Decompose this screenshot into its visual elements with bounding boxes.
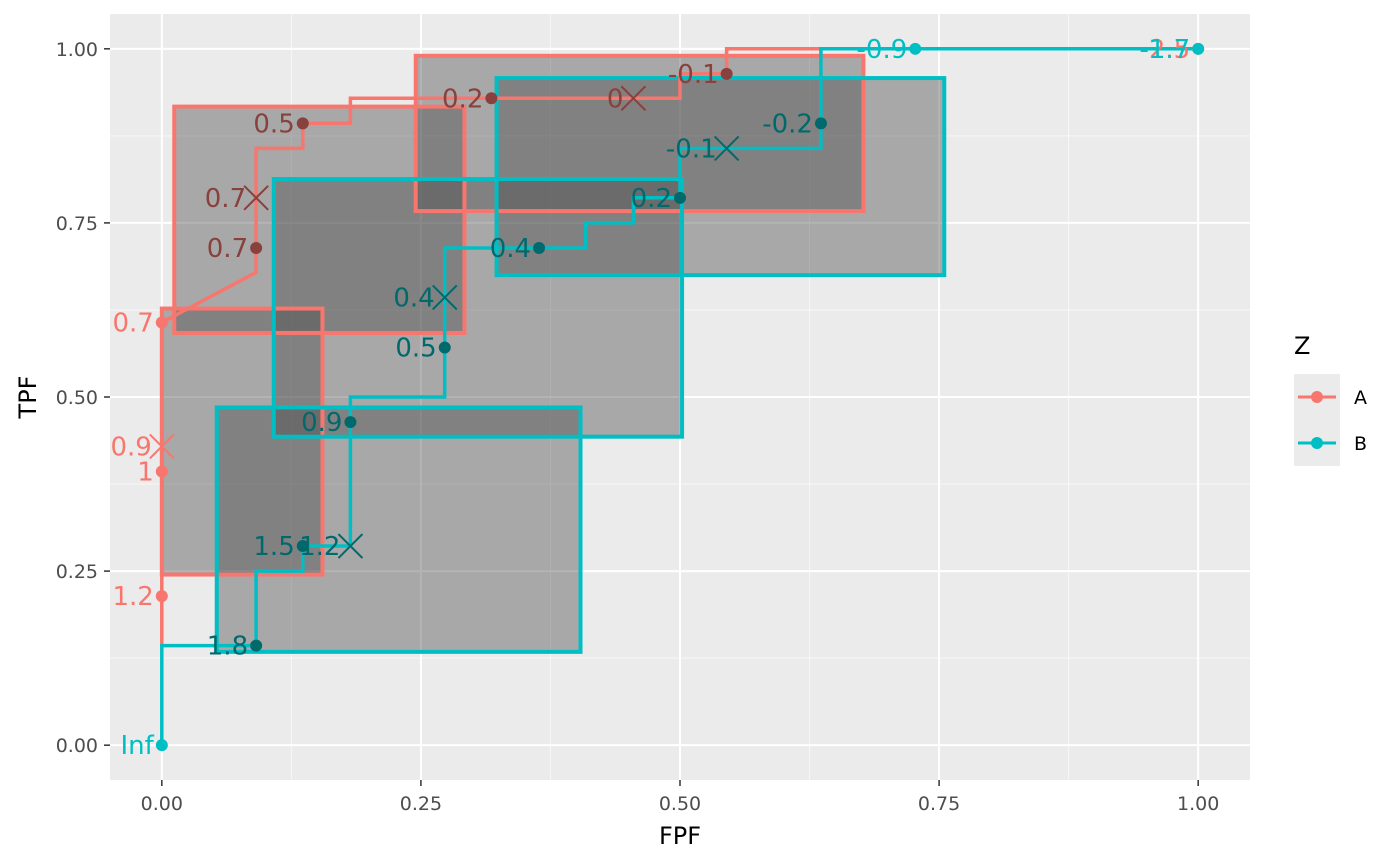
roc-cross-a bbox=[149, 433, 175, 460]
roc-point-a bbox=[155, 465, 168, 478]
point-label-b: 1.5 bbox=[253, 532, 294, 562]
x-axis-title: FPF bbox=[659, 822, 701, 850]
y-tick-label: 0.75 bbox=[56, 213, 98, 235]
point-label-b: -0.9 bbox=[857, 35, 908, 65]
cross-label-b: 1.2 bbox=[299, 532, 340, 562]
roc-point-a bbox=[720, 67, 733, 80]
point-label-a: -0.1 bbox=[668, 60, 719, 90]
axes: 0.00 0.25 0.50 0.75 1.000.000.250.500.751.00 bbox=[56, 39, 1220, 815]
cross-label-a: 0 bbox=[607, 84, 624, 114]
roc-cross-b bbox=[337, 533, 364, 559]
confidence-box-fill bbox=[415, 55, 864, 212]
roc-point-a bbox=[485, 92, 498, 105]
roc-point-b bbox=[533, 241, 546, 254]
point-label-a: 0.7 bbox=[207, 234, 248, 264]
confidence-boxes bbox=[159, 53, 947, 654]
roc-point-b bbox=[674, 191, 686, 204]
roc-point-a bbox=[250, 241, 263, 254]
point-label-a: 0.5 bbox=[253, 109, 294, 139]
x-tick-label: 1.00 bbox=[1177, 793, 1219, 815]
roc-point-b bbox=[344, 416, 357, 429]
roc-point-b bbox=[1192, 42, 1205, 55]
roc-cross-b bbox=[713, 135, 740, 162]
roc-point-b bbox=[909, 42, 922, 55]
x-tick-label: 0.50 bbox=[659, 793, 701, 815]
legend-label-a: A bbox=[1354, 387, 1367, 409]
confidence-box-outline bbox=[271, 177, 685, 439]
roc-point-b bbox=[438, 341, 451, 354]
point-label-b: 1.8 bbox=[207, 632, 248, 662]
y-tick-label: 0.50 bbox=[56, 387, 98, 409]
point-label-b: -0.2 bbox=[762, 109, 813, 139]
point-label-b: 0.9 bbox=[301, 408, 342, 438]
legend-key-b-point bbox=[1311, 437, 1323, 449]
point-label-b: 0.2 bbox=[631, 184, 672, 214]
x-tick-label: 0.00 bbox=[141, 793, 183, 815]
point-label-b: -1.7 bbox=[1139, 35, 1190, 65]
roc-point-a bbox=[155, 590, 168, 603]
confidence-box-outline bbox=[494, 76, 947, 278]
roc-line-b bbox=[160, 47, 1199, 746]
point-label-b: Inf bbox=[121, 731, 155, 761]
x-tick-label: 0.25 bbox=[400, 793, 442, 815]
confidence-box-outline bbox=[172, 104, 467, 335]
cross-label-b: 0.4 bbox=[393, 283, 434, 313]
point-label-a: 1.2 bbox=[112, 582, 153, 612]
point-label-b: 0.4 bbox=[490, 234, 531, 264]
legend: Z A B bbox=[1294, 332, 1367, 466]
confidence-box-outline bbox=[413, 53, 866, 214]
roc-points bbox=[149, 42, 1205, 752]
y-axis-title: TPF bbox=[14, 376, 42, 420]
legend-title: Z bbox=[1294, 332, 1310, 360]
roc-cross-a bbox=[620, 85, 647, 111]
roc-cross-b bbox=[432, 284, 458, 311]
x-tick-label: 0.75 bbox=[918, 793, 960, 815]
legend-label-b: B bbox=[1354, 433, 1367, 455]
roc-cross-a bbox=[243, 185, 269, 211]
confidence-box-outline bbox=[214, 405, 583, 654]
point-labels: 1.2 1 0.7 0.7 0.5 0.2 -0.1 -2.5 0.9 0.7 0 Inf 1.8 1.5… bbox=[110, 35, 1190, 761]
point-label-a: 1 bbox=[137, 458, 154, 488]
confidence-box-fill bbox=[216, 407, 581, 652]
y-tick-label: 0.00 bbox=[56, 735, 98, 757]
roc-point-b bbox=[814, 117, 827, 130]
point-label-a: 0.7 bbox=[112, 308, 153, 338]
y-tick-label: 1.00 bbox=[56, 39, 98, 61]
point-label-a: -2.5 bbox=[1139, 35, 1190, 65]
roc-point-a bbox=[155, 316, 168, 329]
point-label-a: 0.2 bbox=[442, 84, 483, 114]
confidence-box-fill bbox=[496, 78, 945, 276]
roc-point-b bbox=[296, 540, 309, 553]
legend-key-a-point bbox=[1311, 391, 1323, 403]
confidence-box-fill bbox=[161, 308, 323, 575]
cross-label-b: -0.1 bbox=[666, 134, 717, 164]
cross-label-a: 0.7 bbox=[205, 184, 246, 214]
roc-point-b bbox=[155, 739, 168, 752]
roc-point-b bbox=[250, 639, 263, 652]
point-label-b: 0.5 bbox=[395, 334, 436, 364]
cross-label-a: 0.9 bbox=[110, 432, 151, 462]
roc-point-a bbox=[296, 117, 309, 130]
y-tick-label: 0.25 bbox=[56, 561, 98, 583]
